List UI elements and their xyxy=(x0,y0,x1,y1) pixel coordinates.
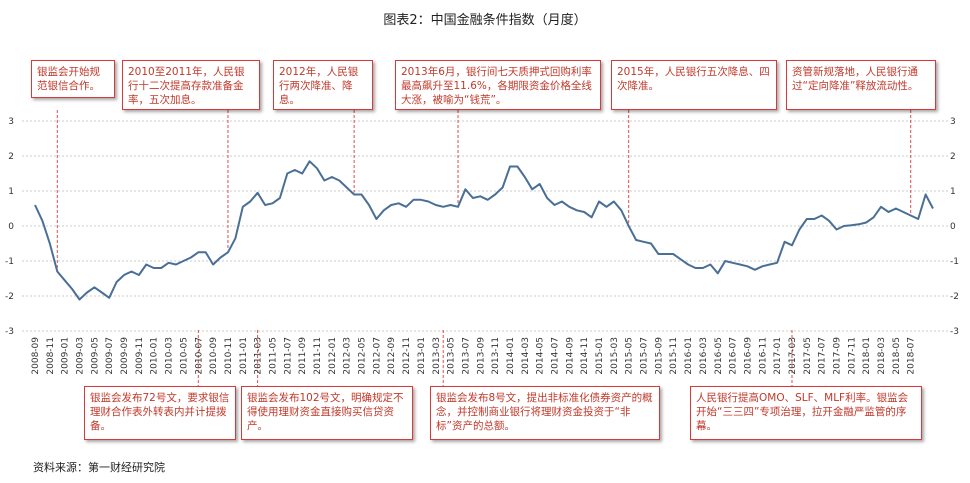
annotation-box-2: 2010至2011年，人民银行十二次提高存款准备金率，五次加息。 xyxy=(122,60,260,110)
x-tick-40: 2015-05 xyxy=(625,337,635,375)
annotation-box-4: 2013年6月，银行间七天质押式回购利率最高飙升至11.6%，各期限资金价格全线… xyxy=(395,60,601,110)
x-tick-57: 2018-03 xyxy=(877,337,887,375)
x-tick-42: 2015-09 xyxy=(654,337,664,375)
x-tick-45: 2016-03 xyxy=(699,337,709,375)
x-tick-36: 2014-09 xyxy=(565,337,575,375)
x-tick-14: 2011-01 xyxy=(239,337,249,375)
x-tick-29: 2013-07 xyxy=(461,337,471,375)
y-tick-right-1: 2 xyxy=(950,152,956,162)
x-tick-9: 2010-03 xyxy=(165,337,175,375)
x-tick-20: 2012-01 xyxy=(328,337,338,375)
x-tick-13: 2010-11 xyxy=(224,337,234,375)
x-tick-48: 2016-09 xyxy=(743,337,753,375)
y-tick-right-0: 3 xyxy=(950,117,956,127)
x-tick-23: 2012-07 xyxy=(372,337,382,375)
x-tick-54: 2017-09 xyxy=(833,337,843,375)
annotation-box-1: 银监会开始规范银信合作。 xyxy=(31,60,115,98)
annotation-box-3: 2012年，人民银行两次降准、降息。 xyxy=(273,60,373,110)
x-tick-5: 2009-07 xyxy=(105,337,115,375)
annotation-leader-lines xyxy=(56,110,912,386)
y-tick-right-4: -1 xyxy=(950,257,959,267)
x-tick-56: 2018-01 xyxy=(862,337,872,375)
y-axis-right: 3 2 1 0 -1 -2 -3 xyxy=(950,117,959,337)
x-tick-16: 2011-05 xyxy=(268,337,278,375)
y-tick-left-6: -3 xyxy=(5,327,14,337)
annotation-box-5: 2015年，人民银行五次降息、四次降准。 xyxy=(611,60,777,110)
x-tick-58: 2018-05 xyxy=(892,337,902,375)
x-tick-25: 2012-11 xyxy=(402,337,412,375)
gridlines xyxy=(22,120,948,332)
series-line-fci xyxy=(34,160,934,301)
x-tick-24: 2012-09 xyxy=(387,337,397,375)
y-tick-left-3: 0 xyxy=(8,222,14,232)
chart-title: 图表2：中国金融条件指数（月度） xyxy=(383,13,587,28)
x-tick-8: 2010-01 xyxy=(150,337,160,375)
x-tick-30: 2013-09 xyxy=(476,337,486,375)
y-tick-right-3: 0 xyxy=(950,222,956,232)
x-tick-22: 2012-05 xyxy=(358,337,368,375)
x-tick-38: 2015-01 xyxy=(595,337,605,375)
y-tick-right-2: 1 xyxy=(950,187,956,197)
x-tick-6: 2009-09 xyxy=(120,337,130,375)
x-tick-32: 2014-01 xyxy=(506,337,516,375)
x-tick-43: 2015-11 xyxy=(669,337,679,375)
x-tick-15: 2011-03 xyxy=(254,337,264,375)
x-tick-7: 2009-11 xyxy=(135,337,145,375)
x-tick-55: 2017-11 xyxy=(847,337,857,375)
x-tick-49: 2016-11 xyxy=(758,337,768,375)
annotation-box-6: 资管新规落地，人民银行通过“定向降准”释放流动性。 xyxy=(786,60,936,110)
x-tick-1: 2008-11 xyxy=(46,337,56,375)
x-tick-26: 2013-01 xyxy=(417,337,427,375)
x-tick-35: 2014-07 xyxy=(551,337,561,375)
x-tick-2: 2009-01 xyxy=(61,337,71,375)
x-tick-37: 2014-11 xyxy=(580,337,590,375)
x-tick-21: 2012-03 xyxy=(343,337,353,375)
x-axis-ticks: 2008-09 2008-11 2009-01 2009-03 2009-05 2009-… xyxy=(31,337,917,375)
x-tick-39: 2015-03 xyxy=(610,337,620,375)
x-tick-12: 2010-09 xyxy=(209,337,219,375)
x-tick-3: 2009-03 xyxy=(76,337,86,375)
x-tick-0: 2008-09 xyxy=(31,337,41,375)
x-tick-19: 2011-11 xyxy=(313,337,323,375)
x-tick-11: 2010-07 xyxy=(194,337,204,375)
source-note: 资料来源：第一财经研究院 xyxy=(33,461,165,474)
x-tick-4: 2009-05 xyxy=(90,337,100,375)
y-tick-right-5: -2 xyxy=(950,292,959,302)
x-tick-41: 2015-07 xyxy=(640,337,650,375)
x-tick-52: 2017-05 xyxy=(803,337,813,375)
annotation-box-7: 银监会发布72号文，要求银信理财合作表外转表内并计提拨备。 xyxy=(84,386,236,440)
annotation-box-9: 银监会发布8号文，提出非标准化债券资产的概念，并控制商业银行将理财资金投资于“非… xyxy=(430,386,660,440)
y-tick-left-2: 1 xyxy=(8,187,14,197)
y-axis-left: 3 2 1 0 -1 -2 -3 xyxy=(5,117,14,337)
x-tick-10: 2010-05 xyxy=(179,337,189,375)
x-tick-27: 2013-03 xyxy=(432,337,442,375)
x-tick-53: 2017-07 xyxy=(818,337,828,375)
x-tick-34: 2014-05 xyxy=(536,337,546,375)
annotation-box-8: 银监会发布102号文，明确规定不得使用理财资金直接购买信贷资产。 xyxy=(241,386,413,440)
x-tick-31: 2013-11 xyxy=(491,337,501,375)
x-tick-18: 2011-09 xyxy=(298,337,308,375)
y-tick-left-1: 2 xyxy=(8,152,14,162)
x-tick-50: 2017-01 xyxy=(773,337,783,375)
x-tick-44: 2016-01 xyxy=(684,337,694,375)
annotation-box-10: 人民银行提高OMO、SLF、MLF利率。银监会开始“三三四”专项治理，拉开金融严… xyxy=(690,386,922,440)
x-tick-47: 2016-07 xyxy=(729,337,739,375)
y-tick-left-4: -1 xyxy=(5,257,14,267)
y-tick-left-5: -2 xyxy=(5,292,14,302)
x-tick-46: 2016-05 xyxy=(714,337,724,375)
x-tick-51: 2017-03 xyxy=(788,337,798,375)
x-tick-59: 2018-07 xyxy=(907,337,917,375)
y-tick-left-0: 3 xyxy=(8,117,14,127)
x-tick-17: 2011-07 xyxy=(283,337,293,375)
y-tick-right-6: -3 xyxy=(950,327,959,337)
x-tick-28: 2013-05 xyxy=(447,337,457,375)
x-tick-33: 2014-03 xyxy=(521,337,531,375)
